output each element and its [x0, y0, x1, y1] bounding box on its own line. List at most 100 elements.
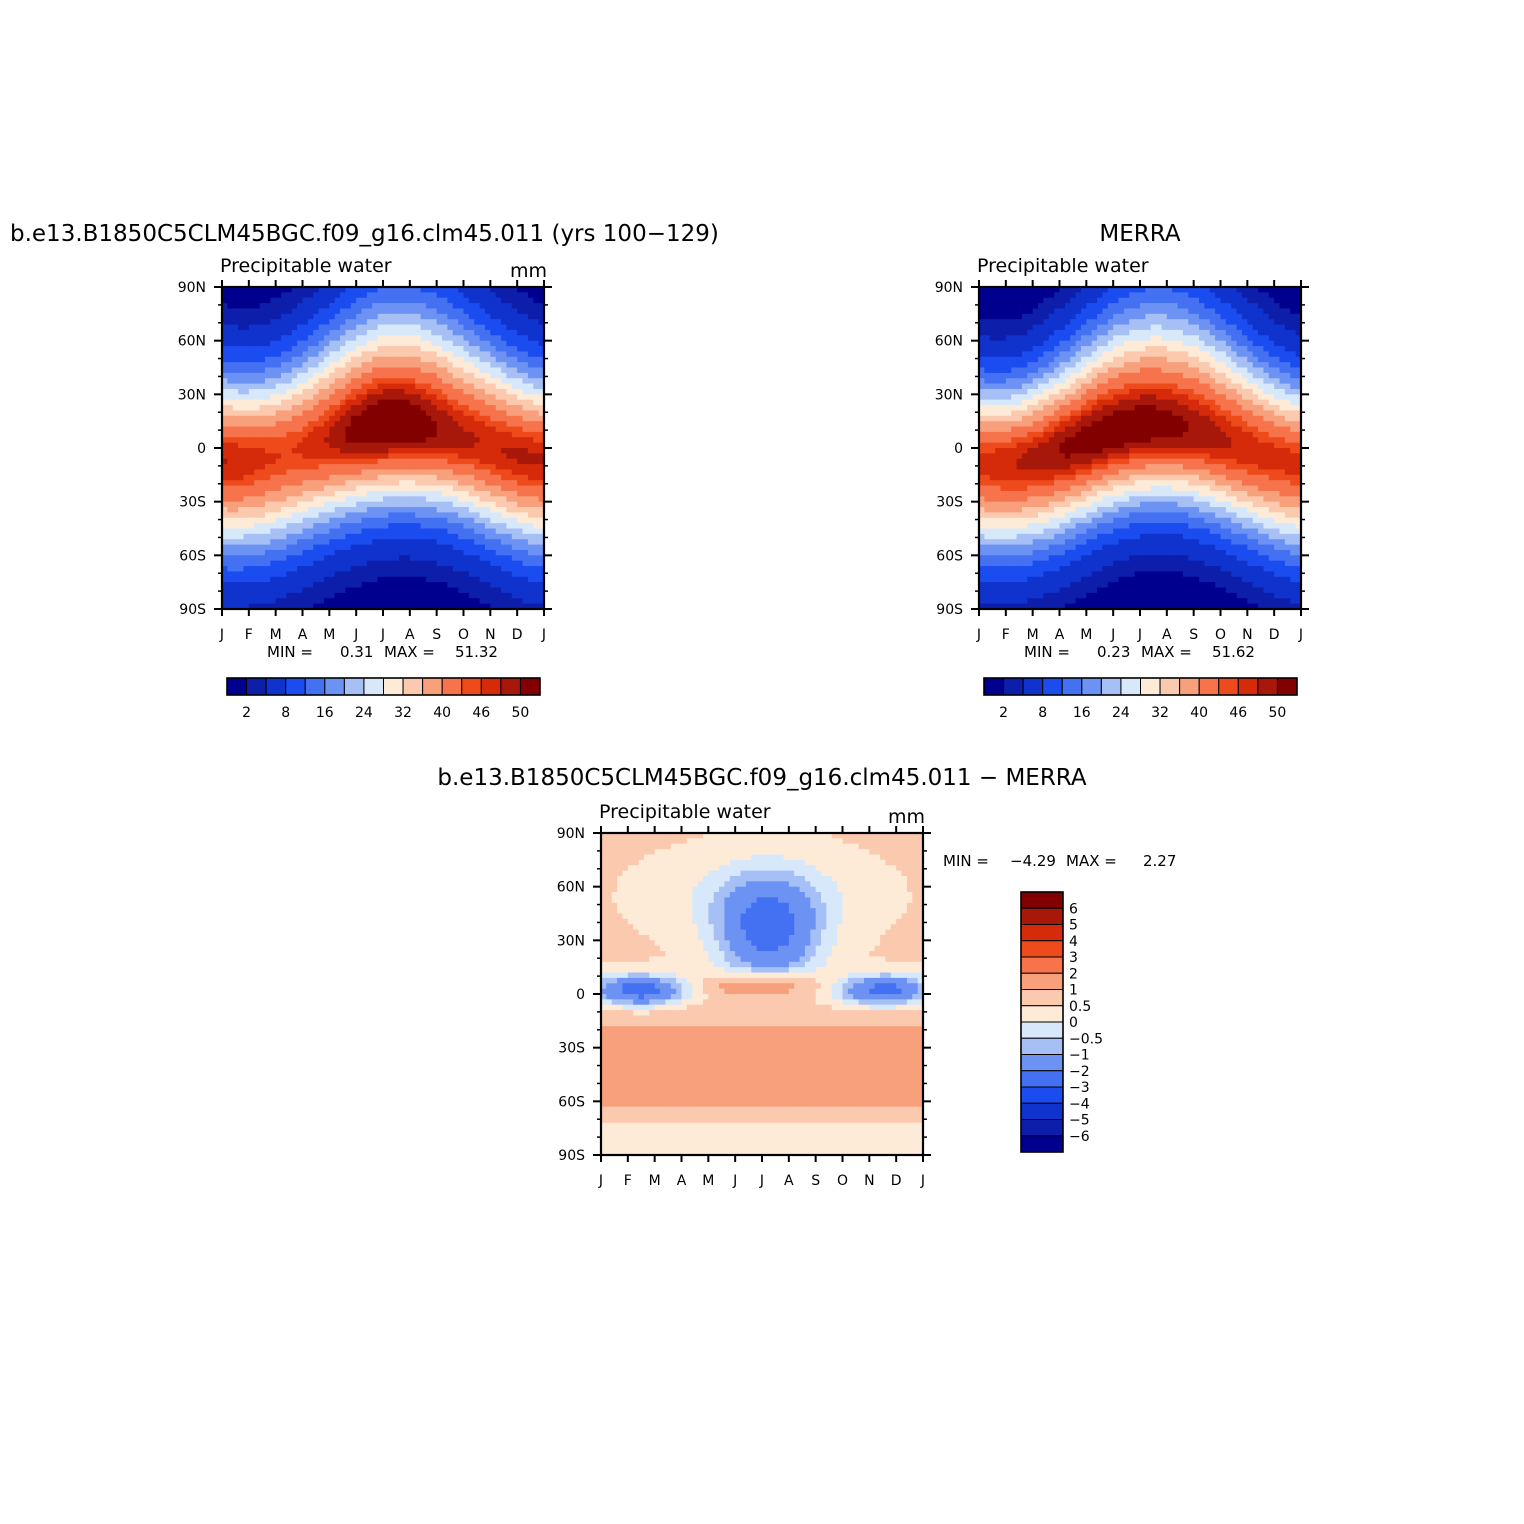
field-cell	[393, 356, 400, 363]
field-cell	[1295, 340, 1301, 347]
field-cell	[1140, 308, 1146, 315]
field-cell	[286, 362, 293, 369]
field-cell	[297, 555, 304, 562]
field-cell	[366, 555, 373, 562]
field-cell	[222, 517, 228, 524]
field-cell	[431, 512, 438, 519]
field-cell	[275, 533, 282, 540]
field-cell	[291, 501, 298, 508]
field-cell	[442, 303, 448, 310]
field-cell	[415, 442, 422, 449]
field-cell	[243, 431, 250, 438]
field-cell	[409, 297, 416, 304]
field-cell	[1134, 335, 1141, 342]
field-cell	[1182, 394, 1189, 401]
field-cell	[232, 367, 239, 374]
field-cell	[431, 501, 438, 508]
field-cell	[222, 544, 228, 551]
field-cell	[463, 346, 470, 352]
field-cell	[1166, 292, 1173, 299]
field-cell	[227, 507, 234, 513]
field-cell	[452, 555, 459, 562]
field-cell	[474, 431, 481, 438]
field-cell	[345, 490, 352, 497]
field-cell	[270, 415, 277, 422]
field-cell	[506, 528, 513, 535]
field-cell	[1268, 372, 1275, 379]
field-cell	[377, 507, 384, 513]
field-cell	[366, 319, 373, 326]
field-cell	[345, 335, 352, 342]
field-cell	[264, 405, 271, 412]
field-cell	[527, 297, 534, 304]
field-cell	[323, 399, 330, 406]
field-cell	[527, 480, 534, 487]
field-cell	[1048, 335, 1055, 342]
field-cell	[350, 394, 357, 401]
field-cell	[463, 303, 470, 310]
field-cell	[458, 367, 465, 374]
field-cell	[243, 448, 250, 454]
field-cell	[232, 528, 239, 535]
field-cell	[538, 324, 544, 331]
field-cell	[1123, 367, 1130, 374]
field-cell	[474, 496, 481, 503]
field-cell	[501, 372, 508, 379]
field-cell	[447, 587, 454, 594]
field-cell	[356, 469, 363, 476]
field-cell	[409, 453, 416, 460]
field-cell	[1064, 351, 1071, 358]
panel-model-min-label: MIN =	[267, 643, 313, 661]
field-cell	[1241, 372, 1248, 379]
field-cell	[404, 566, 411, 573]
field-cell	[275, 566, 282, 573]
field-cell	[318, 292, 325, 299]
field-cell	[420, 340, 427, 347]
field-cell	[264, 287, 271, 293]
field-cell	[222, 367, 228, 374]
field-cell	[302, 324, 309, 331]
field-cell	[1215, 329, 1222, 336]
field-cell	[222, 485, 228, 492]
field-cell	[989, 297, 996, 304]
field-cell	[1113, 292, 1120, 299]
field-cell	[517, 571, 524, 578]
field-cell	[350, 292, 357, 299]
field-cell	[442, 362, 448, 369]
field-cell	[479, 528, 486, 535]
field-cell	[517, 501, 524, 508]
field-cell	[484, 592, 491, 599]
field-cell	[232, 329, 239, 336]
field-cell	[1193, 362, 1200, 369]
field-cell	[431, 324, 438, 331]
field-cell	[361, 587, 368, 594]
field-cell	[383, 458, 389, 465]
field-cell	[222, 421, 228, 428]
field-cell	[1021, 319, 1028, 326]
field-cell	[232, 598, 239, 605]
field-cell	[463, 598, 470, 605]
field-cell	[286, 378, 293, 385]
field-cell	[517, 297, 524, 304]
field-cell	[431, 421, 438, 428]
field-cell	[501, 576, 508, 583]
field-cell	[484, 367, 491, 374]
field-cell	[399, 442, 406, 449]
field-cell	[238, 442, 245, 449]
field-cell	[1263, 351, 1270, 358]
field-cell	[291, 453, 298, 460]
field-cell	[463, 426, 470, 433]
field-cell	[227, 313, 234, 320]
colorbar-label: 8	[281, 705, 290, 721]
field-cell	[458, 388, 465, 395]
field-cell	[356, 415, 363, 422]
field-cell	[425, 388, 432, 395]
field-cell	[1284, 329, 1291, 336]
field-cell	[1193, 308, 1200, 315]
field-cell	[452, 501, 459, 508]
field-cell	[340, 431, 347, 438]
field-cell	[425, 297, 432, 304]
field-cell	[415, 426, 422, 433]
field-cell	[979, 308, 985, 315]
field-cell	[254, 329, 261, 336]
